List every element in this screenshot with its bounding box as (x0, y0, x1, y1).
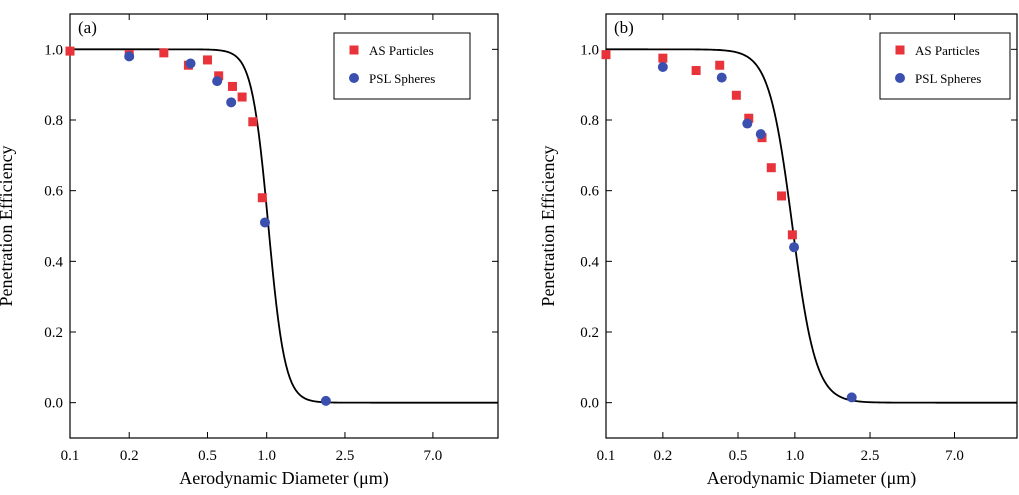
y-tick-label: 1.0 (580, 42, 599, 58)
y-tick-label: 1.0 (44, 42, 63, 58)
as-particle-point (237, 92, 247, 102)
x-tick-label: 7.0 (424, 448, 443, 464)
y-tick-label: 0.0 (44, 396, 63, 412)
chart-panel-b: 0.1 0.2 0.5 1.0 2.5 7.0 0.0 0.2 0.4 0.6 0.8 1.0 Aero… (538, 13, 1018, 489)
as-particle-point (744, 113, 754, 123)
y-tick-label: 0.8 (44, 113, 63, 129)
x-axis-title: Aerodynamic Diameter (μm) (179, 468, 389, 489)
psl-sphere-point (789, 242, 800, 253)
as-particle-point (227, 81, 237, 91)
x-tick-label: 0.1 (597, 448, 616, 464)
y-tick-label: 0.6 (44, 184, 63, 200)
psl-sphere-point (716, 72, 727, 83)
psl-sphere-point (657, 62, 668, 72)
as-particle-point (715, 60, 725, 70)
legend-marker-circle (349, 73, 359, 83)
y-axis-title: Penetration Efficiency (0, 145, 16, 306)
psl-sphere-point (185, 58, 196, 69)
x-tick-label: 0.1 (61, 448, 80, 464)
psl-sphere-point (846, 392, 857, 403)
psl-sphere-point (320, 395, 331, 406)
x-tick-label: 0.5 (198, 448, 217, 464)
legend-marker-square (895, 45, 905, 55)
legend: AS Particles PSL Spheres (879, 32, 1011, 100)
legend-marker-square (349, 45, 359, 55)
as-particle-point (202, 55, 212, 65)
as-particle-point (214, 71, 224, 81)
psl-sphere-point (742, 118, 753, 129)
y-tick-label: 0.2 (580, 325, 599, 341)
plot-frame (69, 13, 499, 439)
as-particle-point (777, 191, 787, 201)
panel-label: (b) (614, 18, 634, 37)
as-particle-point (766, 163, 776, 173)
legend: AS Particles PSL Spheres (333, 32, 471, 100)
y-tick-label: 0.2 (44, 325, 63, 341)
as-particle-point (658, 53, 668, 63)
y-tick-label: 0.4 (44, 254, 63, 270)
as-particle-point (248, 117, 258, 127)
chart-panel-a: 0.1 0.2 0.5 1.0 2.5 7.0 0.0 0.2 0.4 0.6 0.8 1.0 Aero… (0, 13, 499, 489)
plot-frame (605, 13, 1018, 439)
psl-sphere-point (259, 217, 270, 228)
x-tick-label: 1.0 (785, 448, 804, 464)
legend-label: AS Particles (915, 43, 980, 58)
as-particle-point (601, 50, 611, 60)
legend-label: PSL Spheres (915, 71, 981, 86)
y-tick-label: 0.6 (580, 184, 599, 200)
legend-label: PSL Spheres (369, 71, 435, 86)
psl-sphere-point (124, 51, 135, 62)
x-tick-label: 2.5 (336, 448, 355, 464)
panel-label: (a) (78, 18, 97, 37)
x-tick-label: 1.0 (257, 448, 276, 464)
y-tick-label: 0.8 (580, 113, 599, 129)
x-tick-label: 0.2 (653, 448, 672, 464)
legend-box (879, 32, 1011, 100)
y-tick-label: 0.4 (580, 254, 599, 270)
as-particle-point (787, 230, 797, 240)
x-axis-title: Aerodynamic Diameter (μm) (707, 468, 917, 489)
legend-marker-circle (895, 73, 905, 83)
as-particle-point (691, 66, 701, 76)
fit-curve (70, 48, 498, 404)
y-axis-title: Penetration Efficiency (538, 145, 558, 306)
psl-sphere-point (226, 97, 237, 108)
as-particle-point (257, 193, 267, 203)
fit-curve (606, 48, 1017, 404)
as-particle-point (65, 46, 75, 56)
x-tick-label: 0.5 (729, 448, 748, 464)
as-particle-point (731, 90, 741, 100)
x-tick-label: 0.2 (120, 448, 139, 464)
y-tick-label: 0.0 (580, 396, 599, 412)
x-tick-label: 2.5 (861, 448, 880, 464)
x-tick-label: 7.0 (945, 448, 964, 464)
legend-box (333, 32, 471, 100)
psl-sphere-point (212, 76, 223, 87)
legend-label: AS Particles (369, 43, 434, 58)
psl-sphere-point (755, 129, 766, 140)
as-particle-point (159, 48, 169, 58)
